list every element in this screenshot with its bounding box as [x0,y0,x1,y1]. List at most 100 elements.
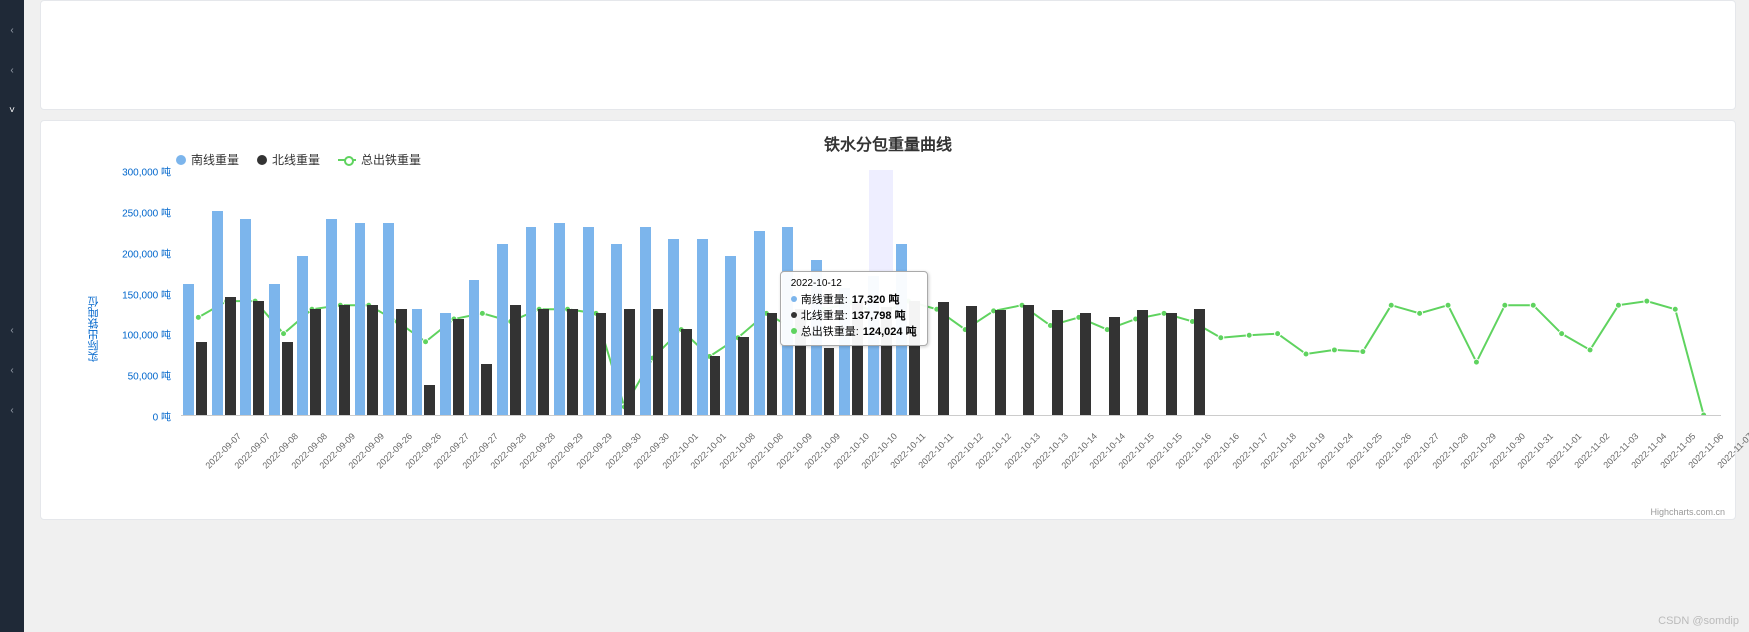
bar-south[interactable] [440,313,451,415]
line-marker[interactable] [1502,302,1508,308]
bar-south[interactable] [383,223,394,415]
legend-label: 南线重量 [191,151,239,168]
tooltip-value: 17,320 吨 [852,291,900,307]
bar-south[interactable] [212,211,223,415]
line-marker[interactable] [423,339,429,345]
bar-south[interactable] [412,309,423,415]
line-marker[interactable] [1559,331,1565,337]
bar-north[interactable] [1080,313,1091,415]
legend-dot-icon [176,155,186,165]
line-marker[interactable] [479,310,485,316]
bar-north[interactable] [453,319,464,415]
line-marker[interactable] [1360,349,1366,355]
tooltip-label: 南线重量: [801,291,848,307]
bar-north[interactable] [339,305,350,415]
line-marker[interactable] [1417,310,1423,316]
line-marker[interactable] [1246,332,1252,338]
bar-north[interactable] [938,302,949,415]
line-marker[interactable] [1530,302,1536,308]
legend-item[interactable]: 总出铁重量 [338,151,421,168]
line-marker[interactable] [195,314,201,320]
line-marker[interactable] [1303,351,1309,357]
line-marker[interactable] [1445,302,1451,308]
bar-north[interactable] [225,297,236,415]
bar-north[interactable] [310,309,321,415]
bar-north[interactable] [282,342,293,416]
tooltip-row: 总出铁重量: 124,024 吨 [791,323,917,339]
bar-south[interactable] [326,219,337,415]
bar-north[interactable] [510,305,521,415]
legend-label: 北线重量 [272,151,320,168]
bar-north[interactable] [253,301,264,415]
bar-north[interactable] [567,309,578,415]
bar-south[interactable] [355,223,366,415]
sidebar-item-3[interactable]: ‹ [0,310,24,350]
sidebar-item-2[interactable]: ˅ [0,90,24,130]
bar-north[interactable] [424,385,435,415]
bar-south[interactable] [297,256,308,415]
line-marker[interactable] [1331,347,1337,353]
bar-north[interactable] [681,329,692,415]
bar-south[interactable] [611,244,622,416]
bar-north[interactable] [481,364,492,415]
line-marker[interactable] [1672,306,1678,312]
bar-north[interactable] [995,310,1006,415]
bar-north[interactable] [1109,317,1120,415]
bar-north[interactable] [767,313,778,415]
bar-north[interactable] [396,309,407,415]
bar-south[interactable] [183,284,194,415]
bar-north[interactable] [596,313,607,415]
bar-north[interactable] [1052,310,1063,415]
bar-north[interactable] [1023,305,1034,415]
bar-south[interactable] [269,284,280,415]
chart-panel: 铁水分包重量曲线 南线重量北线重量总出铁重量 实际出铁吨位 0 吨50,000 … [40,120,1736,520]
chart-legend[interactable]: 南线重量 北线重量 总出铁重量 [176,151,421,168]
tooltip-dot-icon [791,296,797,302]
bar-south[interactable] [697,239,708,415]
sidebar-item-5[interactable]: ‹ [0,390,24,430]
bar-south[interactable] [469,280,480,415]
legend-item[interactable]: 北线重量 [257,151,320,168]
chart-credits: Highcharts.com.cn [1650,507,1725,517]
tooltip: 2022-10-12南线重量: 17,320 吨北线重量: 137,798 吨总… [780,271,928,346]
bar-north[interactable] [738,337,749,415]
y-tick: 0 吨 [153,409,171,424]
bar-south[interactable] [526,227,537,415]
bar-north[interactable] [367,305,378,415]
bar-north[interactable] [1194,309,1205,415]
bar-north[interactable] [1137,310,1148,415]
top-panel [40,0,1736,110]
line-marker[interactable] [1644,298,1650,304]
bar-north[interactable] [196,342,207,416]
line-marker[interactable] [1473,359,1479,365]
line-marker[interactable] [1587,347,1593,353]
bar-south[interactable] [554,223,565,415]
bar-north[interactable] [824,348,835,415]
bar-south[interactable] [240,219,251,415]
bar-south[interactable] [497,244,508,416]
line-marker[interactable] [281,331,287,337]
sidebar-item-1[interactable]: ‹ [0,50,24,90]
bar-north[interactable] [538,309,549,415]
tooltip-label: 北线重量: [801,307,848,323]
bar-north[interactable] [966,306,977,415]
line-marker[interactable] [1388,302,1394,308]
line-marker[interactable] [1275,331,1281,337]
line-marker[interactable] [1218,335,1224,341]
bar-north[interactable] [1166,313,1177,415]
bar-south[interactable] [668,239,679,415]
bar-south[interactable] [583,227,594,415]
bar-south[interactable] [725,256,736,415]
bar-north[interactable] [624,309,635,415]
plot-area[interactable] [181,171,1721,416]
bar-north[interactable] [710,356,721,415]
bar-south[interactable] [640,227,651,415]
y-tick: 150,000 吨 [122,286,171,301]
sidebar-item-0[interactable]: ‹ [0,10,24,50]
legend-item[interactable]: 南线重量 [176,151,239,168]
sidebar-item-4[interactable]: ‹ [0,350,24,390]
bar-north[interactable] [653,309,664,415]
line-marker[interactable] [1701,412,1707,415]
bar-south[interactable] [754,231,765,415]
line-marker[interactable] [1615,302,1621,308]
